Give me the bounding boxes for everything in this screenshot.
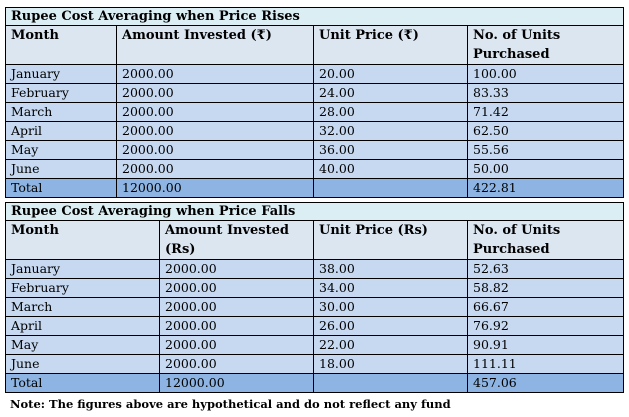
cell-amount: 2000.00 [159, 316, 314, 336]
cell-month: June [5, 159, 117, 179]
header-unit-price: Unit Price (₹) [313, 25, 468, 65]
table-row: May 2000.00 22.00 90.91 [5, 335, 625, 355]
cell-units: 55.56 [466, 140, 625, 160]
total-label: Total [5, 373, 160, 393]
cell-amount: 2000.00 [116, 121, 314, 141]
cell-price: 20.00 [313, 64, 468, 84]
table-row: March 2000.00 28.00 71.42 [5, 102, 625, 122]
table-row: February 2000.00 24.00 83.33 [5, 83, 625, 103]
table-row: June 2000.00 40.00 50.00 [5, 159, 625, 179]
cell-month: February [5, 278, 160, 298]
header-unit-price: Unit Price (Rs) [313, 220, 468, 260]
header-amount-invested: Amount Invested (Rs) [159, 220, 314, 260]
cell-units: 52.63 [466, 259, 625, 279]
cell-amount: 2000.00 [116, 83, 314, 103]
table-row: January 2000.00 38.00 52.63 [5, 259, 625, 279]
cell-price: 24.00 [313, 83, 468, 103]
disclaimer-note: Note: The figures above are hypothetical… [10, 397, 451, 411]
table-row: April 2000.00 32.00 62.50 [5, 121, 625, 141]
table-row: March 2000.00 30.00 66.67 [5, 297, 625, 317]
cell-amount: 2000.00 [159, 297, 314, 317]
total-price [313, 178, 468, 198]
cell-price: 34.00 [313, 278, 468, 298]
cell-month: February [5, 83, 117, 103]
cell-amount: 2000.00 [159, 335, 314, 355]
cell-units: 71.42 [466, 102, 625, 122]
total-row: Total 12000.00 457.06 [5, 373, 625, 393]
cell-units: 83.33 [466, 83, 625, 103]
cell-month: January [5, 259, 160, 279]
cell-price: 38.00 [313, 259, 468, 279]
table-header-row: Month Amount Invested (₹) Unit Price (₹)… [5, 25, 625, 65]
cell-units: 58.82 [466, 278, 625, 298]
header-month: Month [5, 25, 117, 65]
total-amount: 12000.00 [159, 373, 314, 393]
cell-price: 32.00 [313, 121, 468, 141]
cell-month: May [5, 140, 117, 160]
table-title-row: Rupee Cost Averaging when Price Falls [4, 202, 625, 221]
cell-price: 26.00 [313, 316, 468, 336]
cell-price: 40.00 [313, 159, 468, 179]
cell-units: 66.67 [466, 297, 625, 317]
cell-month: January [5, 64, 117, 84]
cell-units: 111.11 [466, 354, 625, 374]
header-amount-invested: Amount Invested (₹) [116, 25, 314, 65]
cell-month: March [5, 102, 117, 122]
cell-month: April [5, 121, 117, 141]
table-header-row: Month Amount Invested (Rs) Unit Price (R… [5, 220, 625, 260]
cell-units: 62.50 [466, 121, 625, 141]
cell-month: March [5, 297, 160, 317]
cell-amount: 2000.00 [159, 278, 314, 298]
total-label: Total [5, 178, 117, 198]
cell-month: April [5, 316, 160, 336]
table-row: May 2000.00 36.00 55.56 [5, 140, 625, 160]
cell-amount: 2000.00 [116, 159, 314, 179]
table-title: Rupee Cost Averaging when Price Rises [4, 7, 625, 26]
cell-amount: 2000.00 [159, 354, 314, 374]
price-rises-table: Rupee Cost Averaging when Price Rises Mo… [4, 7, 625, 198]
cell-units: 100.00 [466, 64, 625, 84]
table-row: February 2000.00 34.00 58.82 [5, 278, 625, 298]
total-units: 422.81 [466, 178, 625, 198]
cell-price: 18.00 [313, 354, 468, 374]
cell-month: June [5, 354, 160, 374]
table-row: January 2000.00 20.00 100.00 [5, 64, 625, 84]
total-units: 457.06 [466, 373, 625, 393]
table-row: June 2000.00 18.00 111.11 [5, 354, 625, 374]
cell-units: 50.00 [466, 159, 625, 179]
table-title-row: Rupee Cost Averaging when Price Rises [4, 7, 625, 26]
total-price [313, 373, 468, 393]
header-month: Month [5, 220, 160, 260]
cell-price: 22.00 [313, 335, 468, 355]
total-amount: 12000.00 [116, 178, 314, 198]
cell-amount: 2000.00 [116, 140, 314, 160]
cell-price: 30.00 [313, 297, 468, 317]
cell-price: 28.00 [313, 102, 468, 122]
cell-units: 76.92 [466, 316, 625, 336]
table-row: April 2000.00 26.00 76.92 [5, 316, 625, 336]
total-row: Total 12000.00 422.81 [5, 178, 625, 198]
table-title: Rupee Cost Averaging when Price Falls [4, 202, 625, 221]
header-units-purchased: No. of Units Purchased [466, 25, 625, 65]
cell-price: 36.00 [313, 140, 468, 160]
cell-amount: 2000.00 [116, 102, 314, 122]
price-falls-table: Rupee Cost Averaging when Price Falls Mo… [4, 202, 625, 393]
cell-amount: 2000.00 [159, 259, 314, 279]
cell-amount: 2000.00 [116, 64, 314, 84]
header-units-purchased: No. of Units Purchased [466, 220, 625, 260]
cell-month: May [5, 335, 160, 355]
cell-units: 90.91 [466, 335, 625, 355]
